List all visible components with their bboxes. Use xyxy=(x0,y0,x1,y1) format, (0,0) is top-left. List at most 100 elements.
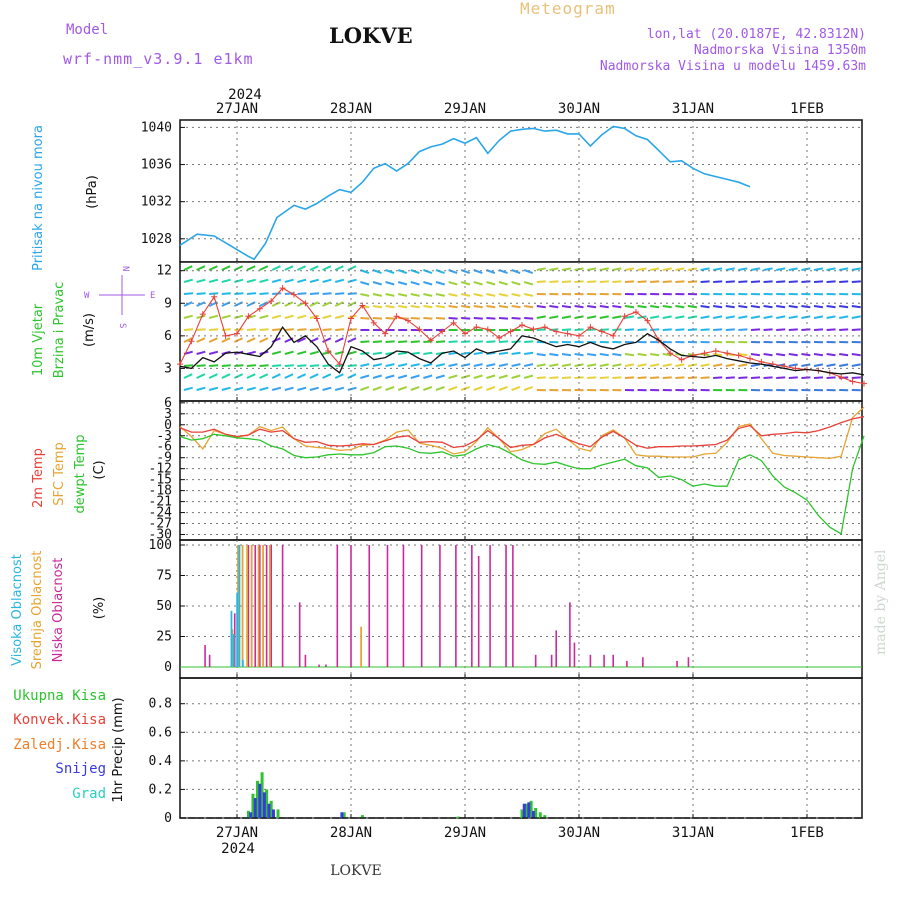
wind-barb xyxy=(234,364,244,367)
wind-tick-label: 12 xyxy=(156,264,172,279)
wind-barb xyxy=(372,374,382,379)
wind-barb xyxy=(776,376,786,379)
wind-barb xyxy=(398,351,408,355)
wind-barb xyxy=(234,386,244,391)
gust-marker xyxy=(234,330,240,337)
wind-barb xyxy=(309,301,319,307)
temp-frame xyxy=(179,400,863,541)
wind-barb xyxy=(335,292,345,295)
wind-barb xyxy=(725,328,735,331)
wind-tick-label: 6 xyxy=(164,329,172,344)
wind-barb xyxy=(473,317,483,320)
wind-barb xyxy=(599,363,609,367)
precip-total-bar xyxy=(456,816,460,818)
wind-barb xyxy=(360,317,370,320)
wind-barb xyxy=(183,265,193,271)
wind-barb xyxy=(826,376,836,379)
bottom-date-label: 1FEB xyxy=(790,825,824,841)
wind-barb xyxy=(839,267,849,271)
wind-barb xyxy=(599,376,609,379)
wind-barb xyxy=(423,385,433,391)
wind-barb xyxy=(851,328,861,331)
wind-barb xyxy=(599,353,609,357)
precip-total-bar xyxy=(260,772,264,818)
cloud-tick-label: 0 xyxy=(164,660,172,675)
cloud-tick-label: 75 xyxy=(156,569,172,584)
wind-barb xyxy=(675,267,685,271)
wind-barb xyxy=(410,305,420,309)
wind-barb xyxy=(839,280,849,283)
wind-barb xyxy=(234,278,244,283)
wind-barb xyxy=(498,363,509,367)
wind-barb xyxy=(385,374,395,379)
wind-barb xyxy=(410,281,420,286)
wind-barb xyxy=(234,328,244,331)
gust-marker xyxy=(268,298,275,305)
wind-barb xyxy=(208,373,218,379)
pressure-line xyxy=(179,125,751,261)
wind-barb xyxy=(813,363,824,367)
wind-barb xyxy=(511,305,521,309)
wind-barb xyxy=(423,293,433,297)
top-date-label: 28JAN xyxy=(330,101,372,117)
wind-barb xyxy=(599,305,609,309)
wind-barb xyxy=(322,301,332,307)
cloud-tick-label: 25 xyxy=(156,630,172,645)
wind-barb xyxy=(309,373,319,379)
wind-barb xyxy=(183,386,193,391)
precip-snow-bar xyxy=(262,792,266,818)
credit-watermark: made by Angel xyxy=(873,549,889,655)
precip-total-bar xyxy=(529,800,533,818)
wind-barb xyxy=(662,363,672,367)
wind-barb xyxy=(851,305,861,309)
wind-barb xyxy=(587,353,597,357)
wind-barb xyxy=(208,350,219,355)
wind-barb xyxy=(776,305,786,309)
wind-barb xyxy=(536,376,546,379)
wind-barb xyxy=(322,328,332,331)
wind-barb xyxy=(650,267,660,271)
wind-tick-label: 3 xyxy=(164,361,172,376)
wind-barb xyxy=(410,340,420,343)
wind-barb xyxy=(561,328,572,331)
wind-barb xyxy=(561,376,572,379)
wind-barb xyxy=(650,315,660,319)
wind-barb xyxy=(397,269,408,275)
wind-barb xyxy=(700,315,710,319)
wind-barb xyxy=(461,317,471,320)
wind-barb xyxy=(322,373,332,379)
wind-barb xyxy=(826,353,836,357)
wind-barb xyxy=(599,315,609,319)
wind-barb xyxy=(826,315,836,319)
gust-marker xyxy=(678,356,685,363)
precip-tick-label: 0.4 xyxy=(149,754,173,769)
wind-barb xyxy=(587,267,597,271)
precip-snow-bar xyxy=(522,803,526,818)
wind-barb xyxy=(776,315,786,319)
gust-marker xyxy=(690,352,696,359)
wind-barb xyxy=(183,337,193,343)
gust-marker xyxy=(211,293,218,300)
wind-barb xyxy=(448,317,458,320)
wind-barb xyxy=(259,337,269,343)
wind-barb xyxy=(725,305,735,309)
wind-barb xyxy=(776,353,786,357)
pressure-unit: (hPa) xyxy=(85,175,100,209)
wind-barb xyxy=(713,353,723,357)
wind-barb xyxy=(536,363,546,367)
wind-barb xyxy=(271,350,282,355)
gust-marker xyxy=(667,350,674,357)
wind-barb xyxy=(574,305,584,309)
wind-barb xyxy=(700,305,710,309)
wind-barb xyxy=(486,385,496,391)
wind-barb xyxy=(486,340,496,343)
wind-barb xyxy=(347,337,357,343)
wind-barb xyxy=(662,280,672,283)
wind-barb xyxy=(397,374,408,379)
gust-marker xyxy=(291,291,297,298)
wind-barb xyxy=(259,301,269,307)
gust-marker xyxy=(393,313,400,320)
wind-barb xyxy=(801,315,811,319)
wind-barb xyxy=(725,376,735,379)
pressure-frame xyxy=(179,119,863,263)
